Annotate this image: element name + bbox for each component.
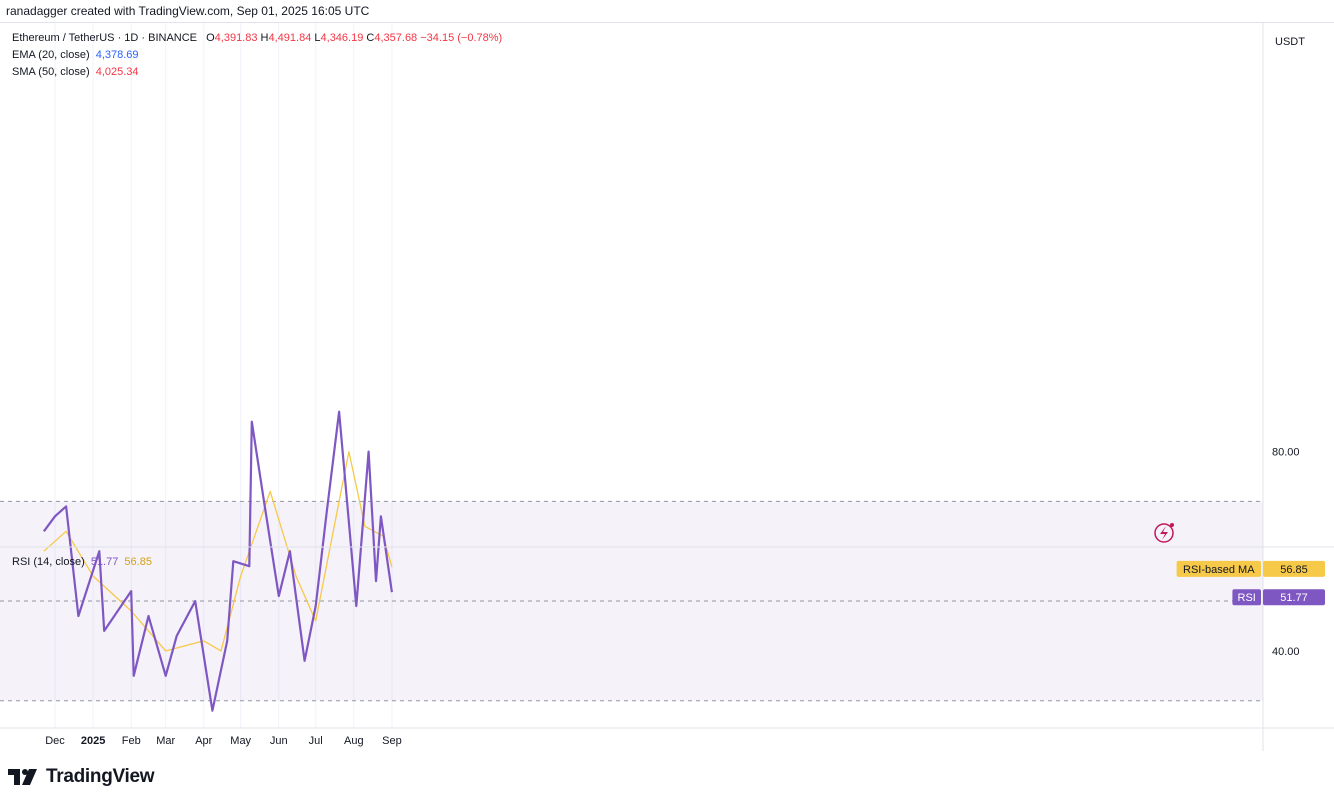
- time-tick-label: Mar: [156, 735, 175, 747]
- tradingview-logo-text: TradingView: [46, 766, 155, 787]
- rsi-ma-line: [43, 450, 393, 652]
- time-tick-label: Jun: [270, 735, 288, 747]
- legend-ema-value: 4,378.69: [95, 49, 139, 61]
- time-tick-label: Sep: [382, 735, 402, 747]
- rsi-ma-badge-label-box: [1176, 560, 1261, 577]
- legend-close: 4,357.68: [374, 32, 418, 44]
- rsi-badge-value: 51.77: [1280, 592, 1308, 604]
- rsi-tick-label: 40.00: [1272, 646, 1300, 658]
- legend-symbol: Ethereum / TetherUS · 1D · BINANCE: [12, 32, 198, 44]
- legend-rsi-ma-value: 56.85: [124, 556, 152, 568]
- legend-rsi-value: 51.77: [90, 556, 119, 568]
- rsi-badge-label: RSI: [1238, 592, 1256, 604]
- price-chart[interactable]: 4,750.003,500.003,250.003,000.002,500.00…: [0, 23, 1334, 751]
- legend-rsi-name: RSI (14, close): [12, 556, 85, 568]
- axes: 4,750.003,500.003,250.003,000.002,500.00…: [0, 23, 1334, 751]
- rsi-ma-badge-value: 56.85: [1280, 564, 1308, 576]
- legend-o-label: O: [206, 32, 215, 44]
- time-tick-label: Feb: [122, 735, 141, 747]
- chart-frame: 4,750.003,500.003,250.003,000.002,500.00…: [0, 22, 1334, 751]
- currency-label: USDT: [1275, 36, 1305, 48]
- creator-line: ranadagger created with TradingView.com,…: [6, 4, 370, 18]
- legend-sma-line: SMA (50, close) 4,025.34: [12, 66, 139, 78]
- rsi-ma-badge-value-box: [1263, 560, 1325, 577]
- spark-icon: [1154, 523, 1174, 543]
- rsi-badge-label-box: [1232, 589, 1261, 606]
- time-tick-label: Dec: [45, 735, 65, 747]
- spark-icon-circle: [1154, 523, 1174, 543]
- rsi-band: [0, 500, 1263, 702]
- time-tick-label: Jul: [309, 735, 323, 747]
- tradingview-logo-icon: [8, 769, 37, 785]
- legend-ema-line: EMA (20, close) 4,378.69: [12, 49, 139, 61]
- time-tick-label: May: [230, 735, 251, 747]
- legend-low: 4,346.19: [320, 32, 364, 44]
- legend-sma-name: SMA (50, close): [12, 66, 90, 78]
- legend-ema-name: EMA (20, close): [12, 49, 90, 61]
- spark-icon-dot: [1170, 523, 1174, 527]
- rsi-badge-value-box: [1263, 589, 1325, 606]
- tradingview-logo[interactable]: TradingView: [8, 766, 155, 788]
- legend-h-label: H: [260, 32, 269, 44]
- rsi-tick-label: 80.00: [1272, 447, 1300, 459]
- rsi-line: [43, 410, 393, 712]
- legend-c-label: C: [366, 32, 375, 44]
- spark-icon-bolt: [1160, 526, 1168, 540]
- time-tick-label: 2025: [81, 735, 105, 747]
- price-badges: 4,094.003,745.002,879.002,738.50EMA4,378…: [1176, 560, 1325, 606]
- legend-sma-value: 4,025.34: [95, 66, 139, 78]
- legend-change: −34.15 (−0.78%): [420, 32, 503, 44]
- time-tick-label: Apr: [195, 735, 212, 747]
- rsi-ma-badge-label: RSI-based MA: [1183, 564, 1255, 576]
- indicator-lines: [43, 410, 393, 712]
- legend-symbol-line: Ethereum / TetherUS · 1D · BINANCE O4,39…: [12, 32, 502, 44]
- legend-high: 4,491.84: [268, 32, 312, 44]
- grid: [54, 23, 393, 728]
- time-tick-label: Aug: [344, 735, 364, 747]
- legend-rsi-line: RSI (14, close) 51.77 56.85: [12, 556, 152, 568]
- legend-open: 4,391.83: [214, 32, 258, 44]
- legend-l-label: L: [314, 32, 321, 44]
